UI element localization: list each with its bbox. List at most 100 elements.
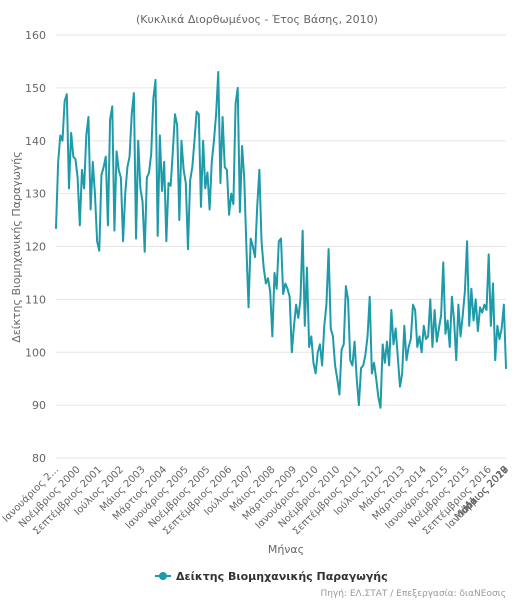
data-point[interactable] xyxy=(369,296,371,298)
data-point[interactable] xyxy=(373,362,375,364)
data-point[interactable] xyxy=(397,356,399,359)
data-point[interactable] xyxy=(286,288,289,290)
data-point[interactable] xyxy=(232,203,234,205)
data-point[interactable] xyxy=(453,319,455,322)
data-point[interactable] xyxy=(338,393,341,396)
data-point[interactable] xyxy=(319,343,321,345)
data-point[interactable] xyxy=(163,161,165,163)
data-point[interactable] xyxy=(94,193,96,195)
data-point[interactable] xyxy=(161,190,163,192)
data-point[interactable] xyxy=(59,134,61,137)
data-point[interactable] xyxy=(431,346,434,348)
data-point[interactable] xyxy=(115,150,118,152)
data-point[interactable] xyxy=(343,343,345,345)
data-point[interactable] xyxy=(245,245,247,248)
data-point[interactable] xyxy=(403,325,405,327)
data-point[interactable] xyxy=(152,97,154,100)
data-point[interactable] xyxy=(449,346,451,348)
data-point[interactable] xyxy=(128,156,131,158)
data-point[interactable] xyxy=(388,364,390,367)
data-point[interactable] xyxy=(505,367,507,369)
data-point[interactable] xyxy=(356,378,358,380)
data-point[interactable] xyxy=(180,140,183,142)
data-point[interactable] xyxy=(250,237,252,240)
data-point[interactable] xyxy=(79,224,81,226)
data-point[interactable] xyxy=(299,298,302,300)
data-point[interactable] xyxy=(131,113,133,115)
data-point[interactable] xyxy=(137,140,139,142)
data-point[interactable] xyxy=(399,386,401,388)
data-point[interactable] xyxy=(228,214,230,216)
data-point[interactable] xyxy=(446,319,449,322)
data-point[interactable] xyxy=(224,166,226,168)
data-point[interactable] xyxy=(64,100,66,102)
data-point[interactable] xyxy=(328,248,330,250)
data-point[interactable] xyxy=(483,304,485,306)
data-point[interactable] xyxy=(472,319,475,322)
data-point[interactable] xyxy=(148,171,150,174)
data-point[interactable] xyxy=(503,304,505,306)
data-point[interactable] xyxy=(291,351,293,353)
data-point[interactable] xyxy=(247,306,250,308)
data-point[interactable] xyxy=(206,171,209,174)
data-point[interactable] xyxy=(217,71,219,73)
data-point[interactable] xyxy=(256,206,258,208)
data-point[interactable] xyxy=(423,325,425,327)
data-point[interactable] xyxy=(412,304,414,306)
data-point[interactable] xyxy=(360,367,362,369)
data-point[interactable] xyxy=(126,166,128,168)
data-point[interactable] xyxy=(444,333,447,335)
data-point[interactable] xyxy=(68,187,70,189)
data-point[interactable] xyxy=(178,219,180,221)
data-point[interactable] xyxy=(501,327,503,330)
data-point[interactable] xyxy=(395,327,397,330)
data-point[interactable] xyxy=(485,309,488,311)
data-point[interactable] xyxy=(189,179,191,182)
data-point[interactable] xyxy=(477,330,479,332)
data-point[interactable] xyxy=(122,240,124,242)
data-point[interactable] xyxy=(239,211,241,213)
data-point[interactable] xyxy=(308,346,310,348)
data-point[interactable] xyxy=(466,240,468,242)
data-point[interactable] xyxy=(405,359,408,361)
data-point[interactable] xyxy=(139,187,141,189)
data-point[interactable] xyxy=(418,335,421,337)
data-point[interactable] xyxy=(260,240,263,242)
data-point[interactable] xyxy=(351,364,353,367)
data-point[interactable] xyxy=(284,282,286,285)
data-point[interactable] xyxy=(219,182,222,184)
data-point[interactable] xyxy=(317,351,319,353)
data-point[interactable] xyxy=(183,169,185,171)
data-point[interactable] xyxy=(429,298,431,300)
data-point[interactable] xyxy=(377,396,379,398)
data-point[interactable] xyxy=(440,314,442,316)
data-point[interactable] xyxy=(135,237,137,240)
data-point[interactable] xyxy=(462,314,464,316)
data-point[interactable] xyxy=(438,327,440,330)
data-point[interactable] xyxy=(468,325,470,327)
data-point[interactable] xyxy=(202,140,204,142)
data-point[interactable] xyxy=(191,166,193,168)
series-line-industrial-production-index[interactable] xyxy=(55,71,507,409)
data-point[interactable] xyxy=(332,335,334,337)
data-point[interactable] xyxy=(105,156,107,158)
data-point[interactable] xyxy=(280,237,282,240)
data-point[interactable] xyxy=(379,407,382,409)
data-point[interactable] xyxy=(243,177,245,179)
data-point[interactable] xyxy=(230,193,232,195)
data-point[interactable] xyxy=(306,267,308,269)
data-point[interactable] xyxy=(87,116,90,118)
data-point[interactable] xyxy=(442,261,444,263)
data-point[interactable] xyxy=(323,325,325,327)
data-point[interactable] xyxy=(141,200,144,203)
data-point[interactable] xyxy=(282,293,284,295)
data-point[interactable] xyxy=(176,124,178,126)
data-point[interactable] xyxy=(496,325,498,327)
data-point[interactable] xyxy=(237,87,239,89)
data-point[interactable] xyxy=(103,166,105,168)
data-point[interactable] xyxy=(113,230,116,232)
data-point[interactable] xyxy=(200,206,202,208)
data-point[interactable] xyxy=(124,193,126,195)
data-point[interactable] xyxy=(334,364,336,367)
data-point[interactable] xyxy=(312,362,315,364)
